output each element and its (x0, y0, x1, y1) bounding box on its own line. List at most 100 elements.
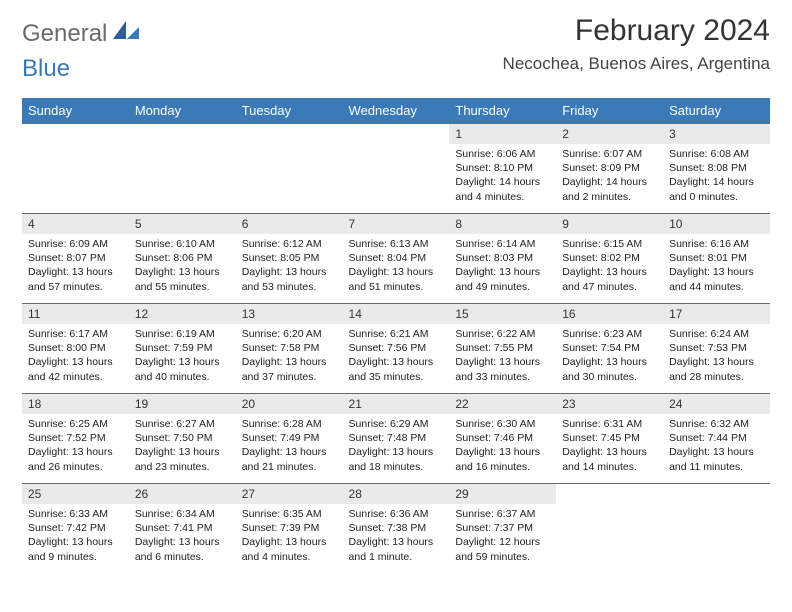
day-content: Sunrise: 6:22 AMSunset: 7:55 PMDaylight:… (449, 324, 556, 390)
calendar-week: 25Sunrise: 6:33 AMSunset: 7:42 PMDayligh… (22, 484, 770, 574)
daylight-text: Daylight: 13 hours and 42 minutes. (28, 355, 123, 383)
sunrise-text: Sunrise: 6:28 AM (242, 417, 337, 431)
sunset-text: Sunset: 7:55 PM (455, 341, 550, 355)
day-content: Sunrise: 6:14 AMSunset: 8:03 PMDaylight:… (449, 234, 556, 300)
sunset-text: Sunset: 8:03 PM (455, 251, 550, 265)
sunrise-text: Sunrise: 6:10 AM (135, 237, 230, 251)
day-content: Sunrise: 6:15 AMSunset: 8:02 PMDaylight:… (556, 234, 663, 300)
calendar-cell: 16Sunrise: 6:23 AMSunset: 7:54 PMDayligh… (556, 304, 663, 394)
calendar-table: SundayMondayTuesdayWednesdayThursdayFrid… (22, 98, 770, 574)
day-number: 15 (449, 304, 556, 324)
sunrise-text: Sunrise: 6:30 AM (455, 417, 550, 431)
weekday-header: Wednesday (343, 98, 450, 124)
day-number: 29 (449, 484, 556, 504)
sunrise-text: Sunrise: 6:22 AM (455, 327, 550, 341)
day-number: 7 (343, 214, 450, 234)
day-number: 16 (556, 304, 663, 324)
day-content: Sunrise: 6:13 AMSunset: 8:04 PMDaylight:… (343, 234, 450, 300)
calendar-week: 4Sunrise: 6:09 AMSunset: 8:07 PMDaylight… (22, 214, 770, 304)
calendar-cell: 3Sunrise: 6:08 AMSunset: 8:08 PMDaylight… (663, 124, 770, 214)
daylight-text: Daylight: 13 hours and 9 minutes. (28, 535, 123, 563)
sunset-text: Sunset: 8:09 PM (562, 161, 657, 175)
sunrise-text: Sunrise: 6:19 AM (135, 327, 230, 341)
sail-icon (113, 21, 139, 46)
daylight-text: Daylight: 13 hours and 47 minutes. (562, 265, 657, 293)
sunset-text: Sunset: 7:58 PM (242, 341, 337, 355)
day-number: 25 (22, 484, 129, 504)
day-number: 26 (129, 484, 236, 504)
sunrise-text: Sunrise: 6:37 AM (455, 507, 550, 521)
sunset-text: Sunset: 7:38 PM (349, 521, 444, 535)
sunset-text: Sunset: 7:59 PM (135, 341, 230, 355)
sunset-text: Sunset: 7:53 PM (669, 341, 764, 355)
logo-text-blue: Blue (22, 55, 70, 82)
sunset-text: Sunset: 8:06 PM (135, 251, 230, 265)
sunset-text: Sunset: 8:00 PM (28, 341, 123, 355)
sunrise-text: Sunrise: 6:27 AM (135, 417, 230, 431)
calendar-cell: 20Sunrise: 6:28 AMSunset: 7:49 PMDayligh… (236, 394, 343, 484)
day-number: 20 (236, 394, 343, 414)
calendar-cell: 9Sunrise: 6:15 AMSunset: 8:02 PMDaylight… (556, 214, 663, 304)
weekday-header: Saturday (663, 98, 770, 124)
sunrise-text: Sunrise: 6:08 AM (669, 147, 764, 161)
daylight-text: Daylight: 13 hours and 33 minutes. (455, 355, 550, 383)
day-content: Sunrise: 6:35 AMSunset: 7:39 PMDaylight:… (236, 504, 343, 570)
calendar-week: 11Sunrise: 6:17 AMSunset: 8:00 PMDayligh… (22, 304, 770, 394)
weekday-header: Friday (556, 98, 663, 124)
calendar-cell: 26Sunrise: 6:34 AMSunset: 7:41 PMDayligh… (129, 484, 236, 574)
day-content: Sunrise: 6:30 AMSunset: 7:46 PMDaylight:… (449, 414, 556, 480)
calendar-cell: 27Sunrise: 6:35 AMSunset: 7:39 PMDayligh… (236, 484, 343, 574)
sunset-text: Sunset: 8:02 PM (562, 251, 657, 265)
day-number: 17 (663, 304, 770, 324)
calendar-cell: 24Sunrise: 6:32 AMSunset: 7:44 PMDayligh… (663, 394, 770, 484)
calendar-cell: 13Sunrise: 6:20 AMSunset: 7:58 PMDayligh… (236, 304, 343, 394)
daylight-text: Daylight: 13 hours and 6 minutes. (135, 535, 230, 563)
calendar-cell: 12Sunrise: 6:19 AMSunset: 7:59 PMDayligh… (129, 304, 236, 394)
day-number: 28 (343, 484, 450, 504)
daylight-text: Daylight: 14 hours and 0 minutes. (669, 175, 764, 203)
calendar-cell: 5Sunrise: 6:10 AMSunset: 8:06 PMDaylight… (129, 214, 236, 304)
logo: General (22, 14, 141, 48)
sunset-text: Sunset: 7:42 PM (28, 521, 123, 535)
sunrise-text: Sunrise: 6:20 AM (242, 327, 337, 341)
weekday-header: Sunday (22, 98, 129, 124)
day-number: 24 (663, 394, 770, 414)
calendar-cell: 23Sunrise: 6:31 AMSunset: 7:45 PMDayligh… (556, 394, 663, 484)
sunset-text: Sunset: 7:50 PM (135, 431, 230, 445)
sunset-text: Sunset: 7:37 PM (455, 521, 550, 535)
month-title: February 2024 (503, 14, 770, 48)
daylight-text: Daylight: 13 hours and 16 minutes. (455, 445, 550, 473)
day-content: Sunrise: 6:07 AMSunset: 8:09 PMDaylight:… (556, 144, 663, 210)
calendar-week: 18Sunrise: 6:25 AMSunset: 7:52 PMDayligh… (22, 394, 770, 484)
day-number: 9 (556, 214, 663, 234)
day-content: Sunrise: 6:23 AMSunset: 7:54 PMDaylight:… (556, 324, 663, 390)
daylight-text: Daylight: 13 hours and 23 minutes. (135, 445, 230, 473)
daylight-text: Daylight: 13 hours and 44 minutes. (669, 265, 764, 293)
daylight-text: Daylight: 13 hours and 35 minutes. (349, 355, 444, 383)
calendar-cell: 1Sunrise: 6:06 AMSunset: 8:10 PMDaylight… (449, 124, 556, 214)
calendar-cell: 15Sunrise: 6:22 AMSunset: 7:55 PMDayligh… (449, 304, 556, 394)
daylight-text: Daylight: 13 hours and 26 minutes. (28, 445, 123, 473)
sunrise-text: Sunrise: 6:31 AM (562, 417, 657, 431)
calendar-cell: 29Sunrise: 6:37 AMSunset: 7:37 PMDayligh… (449, 484, 556, 574)
day-content: Sunrise: 6:12 AMSunset: 8:05 PMDaylight:… (236, 234, 343, 300)
day-content: Sunrise: 6:19 AMSunset: 7:59 PMDaylight:… (129, 324, 236, 390)
logo-text-general: General (22, 20, 107, 48)
sunrise-text: Sunrise: 6:21 AM (349, 327, 444, 341)
sunset-text: Sunset: 7:39 PM (242, 521, 337, 535)
sunset-text: Sunset: 8:08 PM (669, 161, 764, 175)
daylight-text: Daylight: 13 hours and 1 minute. (349, 535, 444, 563)
weekday-header: Tuesday (236, 98, 343, 124)
day-content: Sunrise: 6:16 AMSunset: 8:01 PMDaylight:… (663, 234, 770, 300)
weekday-header-row: SundayMondayTuesdayWednesdayThursdayFrid… (22, 98, 770, 124)
calendar-cell: 28Sunrise: 6:36 AMSunset: 7:38 PMDayligh… (343, 484, 450, 574)
calendar-cell: 6Sunrise: 6:12 AMSunset: 8:05 PMDaylight… (236, 214, 343, 304)
calendar-cell: 2Sunrise: 6:07 AMSunset: 8:09 PMDaylight… (556, 124, 663, 214)
sunset-text: Sunset: 7:48 PM (349, 431, 444, 445)
day-content: Sunrise: 6:28 AMSunset: 7:49 PMDaylight:… (236, 414, 343, 480)
calendar-cell (663, 484, 770, 574)
day-content: Sunrise: 6:06 AMSunset: 8:10 PMDaylight:… (449, 144, 556, 210)
daylight-text: Daylight: 13 hours and 21 minutes. (242, 445, 337, 473)
day-number: 8 (449, 214, 556, 234)
calendar-cell: 11Sunrise: 6:17 AMSunset: 8:00 PMDayligh… (22, 304, 129, 394)
